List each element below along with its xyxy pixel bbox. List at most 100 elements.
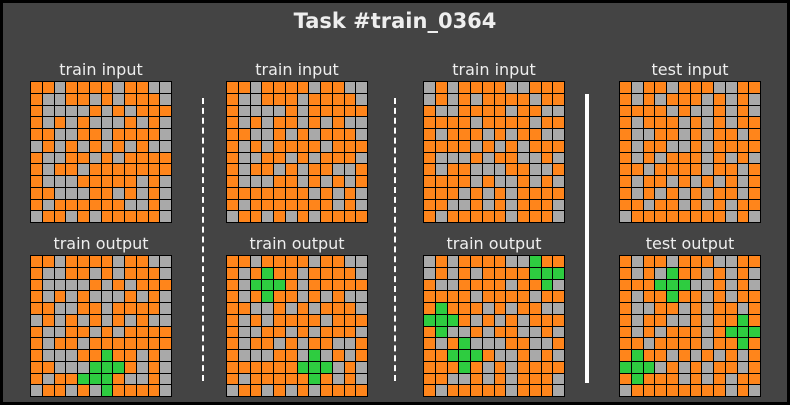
grid-cell (250, 176, 262, 187)
grid-cell (42, 199, 54, 211)
grid-cell (631, 152, 643, 164)
grid-cell (285, 303, 297, 314)
grid-cell (148, 338, 160, 349)
grid-cell (482, 199, 494, 211)
grid-cell (148, 314, 160, 326)
grid-cell (655, 338, 666, 349)
grid-cell (42, 256, 54, 267)
grid-cell (78, 93, 89, 105)
grid-cell (482, 303, 494, 314)
grid-cell (655, 291, 666, 302)
grid-cell (356, 176, 367, 187)
grid-cell (332, 164, 344, 175)
grid-cell (54, 93, 66, 105)
grid-cell (262, 385, 273, 396)
grid-cell (435, 176, 447, 187)
grid-cell (309, 187, 320, 199)
grid-cell (678, 338, 690, 349)
grid-cell (321, 117, 332, 128)
grid-cell (494, 211, 506, 222)
pair-2-input-grid (226, 81, 368, 223)
grid-cell (297, 267, 309, 279)
grid-cell (518, 291, 529, 302)
grid-cell (238, 314, 250, 326)
grid-cell (725, 314, 737, 326)
grid-cell (482, 385, 494, 396)
grid-cell (356, 279, 367, 291)
grid-cell (227, 82, 238, 93)
grid-cell (297, 338, 309, 349)
grid-cell (471, 338, 482, 349)
grid-cell (250, 291, 262, 302)
grid-cell (506, 314, 517, 326)
grid-cell (459, 256, 470, 267)
grid-cell (332, 199, 344, 211)
grid-cell (494, 187, 506, 199)
grid-cell (297, 373, 309, 385)
grid-cell (482, 314, 494, 326)
grid-cell (297, 279, 309, 291)
grid-cell (321, 187, 332, 199)
test-input-label: test input (651, 60, 729, 79)
grid-cell (262, 291, 273, 302)
grid-cell (737, 164, 749, 175)
grid-cell (667, 303, 678, 314)
grid-cell (160, 361, 171, 373)
grid-cell (529, 82, 541, 93)
grid-cell (309, 211, 320, 222)
grid-cell (66, 93, 77, 105)
grid-cell (250, 338, 262, 349)
grid-cell (160, 140, 171, 152)
grid-cell (447, 152, 459, 164)
grid-cell (78, 117, 89, 128)
grid-cell (631, 326, 643, 338)
grid-cell (541, 338, 553, 349)
grid-cell (54, 211, 66, 222)
grid-cell (309, 361, 320, 373)
grid-cell (274, 199, 285, 211)
grid-cell (435, 187, 447, 199)
grid-cell (424, 303, 435, 314)
grid-cell (31, 105, 42, 117)
grid-cell (643, 82, 655, 93)
grid-cell (356, 267, 367, 279)
grid-cell (332, 93, 344, 105)
grid-cell (148, 211, 160, 222)
grid-cell (643, 105, 655, 117)
grid-cell (690, 93, 702, 105)
grid-cell (332, 303, 344, 314)
grid-cell (482, 350, 494, 361)
grid-cell (447, 385, 459, 396)
grid-cell (66, 267, 77, 279)
grid-cell (42, 385, 54, 396)
grid-cell (494, 314, 506, 326)
grid-cell (506, 211, 517, 222)
grid-cell (297, 187, 309, 199)
grid-cell (89, 152, 101, 164)
grid-cell (643, 279, 655, 291)
grid-cell (148, 385, 160, 396)
grid-cell (344, 82, 356, 93)
grid-cell (321, 93, 332, 105)
grid-cell (160, 385, 171, 396)
grid-cell (309, 291, 320, 302)
grid-cell (459, 326, 470, 338)
grid-cell (447, 279, 459, 291)
grid-cell (89, 350, 101, 361)
grid-cell (702, 373, 713, 385)
grid-cell (494, 361, 506, 373)
grid-cell (643, 129, 655, 140)
grid-cell (725, 303, 737, 314)
grid-cell (494, 117, 506, 128)
grid-cell (424, 129, 435, 140)
grid-cell (459, 361, 470, 373)
grid-cell (518, 93, 529, 105)
grid-cell (447, 303, 459, 314)
grid-cell (321, 176, 332, 187)
grid-cell (494, 350, 506, 361)
grid-cell (655, 176, 666, 187)
grid-cell (54, 279, 66, 291)
grid-cell (54, 350, 66, 361)
grid-cell (136, 279, 148, 291)
